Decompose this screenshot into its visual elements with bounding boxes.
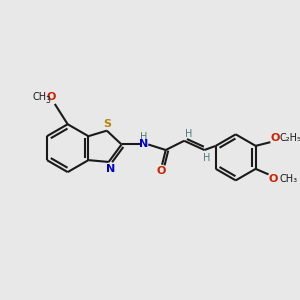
Text: C₂H₅: C₂H₅ [280, 133, 300, 142]
Text: N: N [106, 164, 115, 174]
Text: S: S [104, 119, 112, 129]
Text: O: O [268, 174, 278, 184]
Text: O: O [46, 92, 56, 102]
Text: CH: CH [33, 92, 47, 102]
Text: H: H [202, 153, 210, 163]
Text: 3: 3 [45, 96, 50, 105]
Text: O: O [270, 133, 280, 142]
Text: N: N [139, 140, 148, 149]
Text: H: H [185, 129, 192, 139]
Text: O: O [156, 166, 166, 176]
Text: H: H [140, 132, 147, 142]
Text: CH₃: CH₃ [280, 174, 298, 184]
